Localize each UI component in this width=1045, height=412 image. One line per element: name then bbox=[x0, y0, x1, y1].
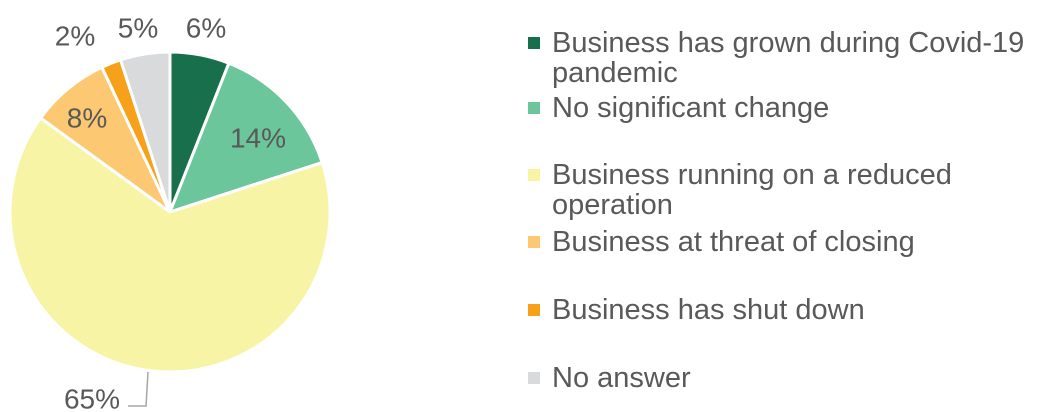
legend-item: No answer bbox=[528, 363, 1038, 393]
legend-swatch bbox=[528, 37, 540, 49]
data-label: 6% bbox=[186, 12, 226, 43]
pie-area: 6% 14% 65% 8% 2% 5% bbox=[8, 12, 332, 412]
legend-swatch bbox=[528, 372, 540, 384]
legend-item: Business running on a reduced operation bbox=[528, 160, 1038, 220]
legend-item: No significant change bbox=[528, 93, 1038, 123]
legend-item: Business has grown during Covid-19 pande… bbox=[528, 28, 1038, 88]
legend-item: Business at threat of closing bbox=[528, 227, 1038, 257]
legend-label: Business has grown during Covid-19 pande… bbox=[552, 27, 1025, 89]
legend-label: Business running on a reduced operation bbox=[552, 159, 952, 221]
data-label: 8% bbox=[67, 102, 107, 133]
pie-slice bbox=[118, 50, 172, 213]
data-label: 14% bbox=[230, 122, 286, 153]
pie-slice bbox=[8, 115, 332, 374]
legend-swatch bbox=[528, 102, 540, 114]
legend-swatch bbox=[528, 169, 540, 181]
leader-line bbox=[128, 371, 149, 407]
legend-swatch bbox=[528, 304, 540, 316]
data-label: 2% bbox=[55, 20, 95, 51]
data-label: 65% bbox=[64, 383, 120, 412]
legend-label: No answer bbox=[552, 362, 691, 394]
legend-label: Business at threat of closing bbox=[552, 226, 915, 258]
legend-item: Business has shut down bbox=[528, 295, 1038, 325]
legend-swatch bbox=[528, 236, 540, 248]
data-label: 5% bbox=[118, 12, 158, 43]
legend-label: Business has shut down bbox=[552, 294, 865, 326]
legend-label: No significant change bbox=[552, 92, 830, 124]
